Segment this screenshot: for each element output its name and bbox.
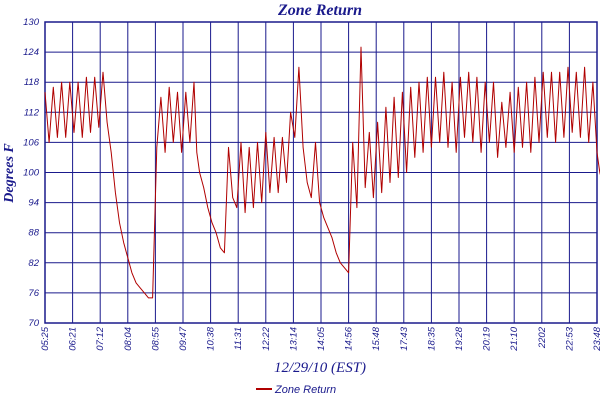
y-tick-label: 70 [28,318,39,329]
x-tick-label: 15:48 [371,326,382,350]
x-tick-label: 19:28 [454,326,465,350]
x-tick-label: 07:12 [95,326,106,350]
legend-label-zone-return: Zone Return [274,384,336,396]
y-axis-label: Degrees F [2,143,17,204]
x-tick-label: 08:04 [123,327,134,351]
x-tick-label: 18:35 [426,326,437,350]
plot-border [44,21,598,324]
x-tick-label: 22:53 [564,326,575,351]
y-tick-label: 88 [28,228,39,239]
legend: Zone Return [256,384,336,396]
x-tick-label: 20:19 [482,326,493,351]
y-tick-label: 82 [28,258,39,269]
x-tick-label: 21:10 [509,326,520,351]
y-tick-label: 130 [23,17,40,28]
x-tick-label: 08:55 [150,326,161,350]
chart-title: Zone Return [277,2,362,19]
x-tick-label: 2202 [537,326,548,349]
x-tick-label: 23:48 [592,326,600,351]
series-line-zone-return [44,46,600,299]
y-tick-label: 106 [23,137,40,148]
plot-area [44,21,600,324]
x-tick-label: 13:14 [288,327,299,351]
y-tick-label: 94 [28,198,39,209]
x-axis-label: 12/29/10 (EST) [274,360,366,376]
x-axis-ticks: 05:25 06:21 07:12 08:04 08:55 09:47 10:38 11:31… [40,326,600,351]
y-tick-label: 112 [24,107,40,118]
y-tick-label: 100 [23,168,40,179]
x-tick-label: 17:43 [399,326,410,350]
x-tick-label: 10:38 [206,326,217,350]
x-tick-label: 14:05 [316,326,327,350]
x-tick-label: 11:31 [233,327,244,350]
y-tick-label: 76 [28,288,39,299]
x-tick-label: 05:25 [40,326,51,350]
y-tick-label: 118 [24,77,40,88]
x-tick-label: 12:22 [261,326,272,350]
y-axis-ticks: 70 76 82 88 94 100 106 112 118 124 130 [23,17,40,329]
y-tick-label: 124 [23,47,39,58]
x-tick-label: 09:47 [178,326,189,350]
x-tick-label: 06:21 [68,327,79,351]
x-tick-label: 14:56 [344,326,355,350]
